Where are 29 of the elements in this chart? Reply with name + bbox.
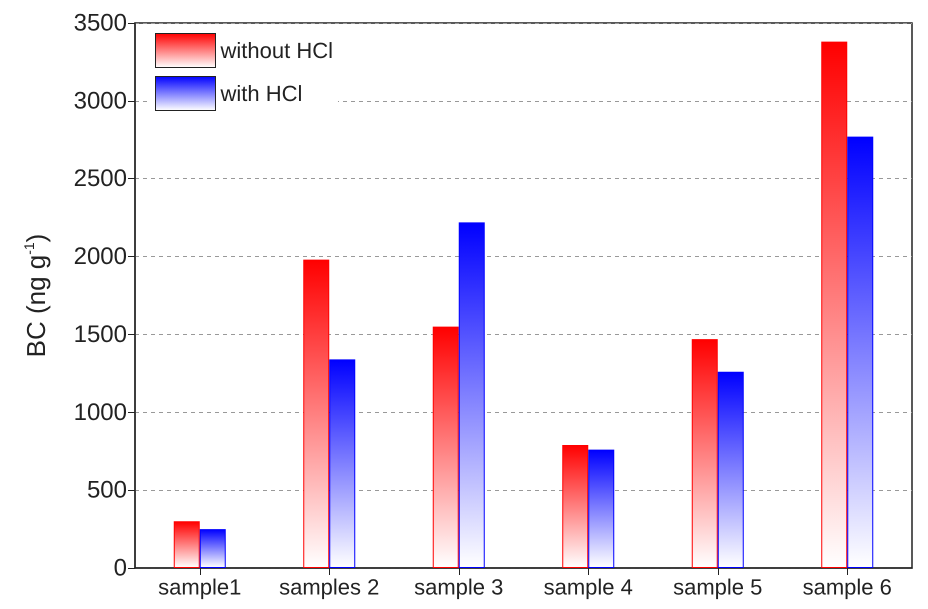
bar [588, 450, 614, 568]
bar [692, 339, 718, 568]
bar [303, 260, 330, 568]
y-tick-label: 500 [86, 476, 127, 504]
x-tick-label: sample1 [158, 574, 242, 600]
y-tick-label: 3500 [74, 10, 127, 36]
x-tick-label: sample 4 [544, 574, 633, 600]
bar [200, 529, 226, 568]
y-tick-label: 2500 [74, 165, 127, 192]
bar [329, 359, 356, 568]
bar [458, 222, 485, 568]
x-tick-label: samples 2 [279, 574, 380, 600]
y-tick-label: 0 [114, 554, 127, 582]
legend-label: with HCl [220, 81, 302, 106]
y-axis-title: BC (ng g-1) [21, 234, 51, 358]
bar [562, 444, 588, 568]
x-tick-label: sample 6 [802, 574, 892, 600]
x-tick-label: sample 5 [673, 574, 762, 600]
bar [847, 136, 874, 568]
y-tick-label: 1500 [74, 320, 127, 348]
y-tick-label: 3000 [74, 87, 127, 114]
x-tick-label: sample 3 [414, 574, 504, 600]
legend-label: without HCl [220, 38, 333, 63]
y-tick-label: 2000 [74, 243, 127, 270]
bar [821, 42, 848, 568]
bar [432, 326, 459, 568]
y-tick-label: 1000 [74, 398, 127, 426]
bar [174, 521, 200, 568]
bar [718, 372, 744, 568]
